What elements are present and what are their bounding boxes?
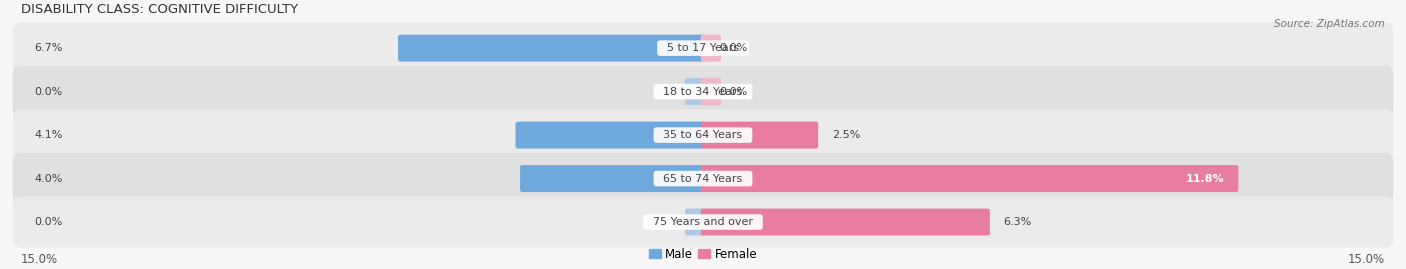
Text: 4.0%: 4.0% xyxy=(34,174,63,183)
Text: 6.3%: 6.3% xyxy=(1004,217,1032,227)
FancyBboxPatch shape xyxy=(516,122,706,148)
FancyBboxPatch shape xyxy=(13,109,1393,161)
Text: DISABILITY CLASS: COGNITIVE DIFFICULTY: DISABILITY CLASS: COGNITIVE DIFFICULTY xyxy=(21,2,298,16)
FancyBboxPatch shape xyxy=(13,196,1393,248)
FancyBboxPatch shape xyxy=(13,66,1393,117)
Text: Source: ZipAtlas.com: Source: ZipAtlas.com xyxy=(1274,19,1385,29)
Text: 5 to 17 Years: 5 to 17 Years xyxy=(659,43,747,53)
Text: 35 to 64 Years: 35 to 64 Years xyxy=(657,130,749,140)
Text: 0.0%: 0.0% xyxy=(718,43,747,53)
FancyBboxPatch shape xyxy=(13,153,1393,204)
Text: 75 Years and over: 75 Years and over xyxy=(645,217,761,227)
FancyBboxPatch shape xyxy=(700,35,721,62)
FancyBboxPatch shape xyxy=(685,78,706,105)
Text: 11.8%: 11.8% xyxy=(1187,174,1225,183)
Text: 15.0%: 15.0% xyxy=(21,253,58,266)
Text: 0.0%: 0.0% xyxy=(718,87,747,97)
FancyBboxPatch shape xyxy=(13,23,1393,74)
FancyBboxPatch shape xyxy=(700,78,721,105)
FancyBboxPatch shape xyxy=(520,165,706,192)
FancyBboxPatch shape xyxy=(685,208,706,235)
Text: 15.0%: 15.0% xyxy=(1348,253,1385,266)
Text: 0.0%: 0.0% xyxy=(34,217,63,227)
FancyBboxPatch shape xyxy=(700,122,818,148)
Legend: Male, Female: Male, Female xyxy=(644,243,762,265)
Text: 4.1%: 4.1% xyxy=(34,130,63,140)
Text: 0.0%: 0.0% xyxy=(34,87,63,97)
FancyBboxPatch shape xyxy=(398,35,706,62)
Text: 18 to 34 Years: 18 to 34 Years xyxy=(657,87,749,97)
Text: 65 to 74 Years: 65 to 74 Years xyxy=(657,174,749,183)
Text: 2.5%: 2.5% xyxy=(832,130,860,140)
FancyBboxPatch shape xyxy=(700,165,1239,192)
FancyBboxPatch shape xyxy=(700,208,990,235)
Text: 6.7%: 6.7% xyxy=(34,43,63,53)
